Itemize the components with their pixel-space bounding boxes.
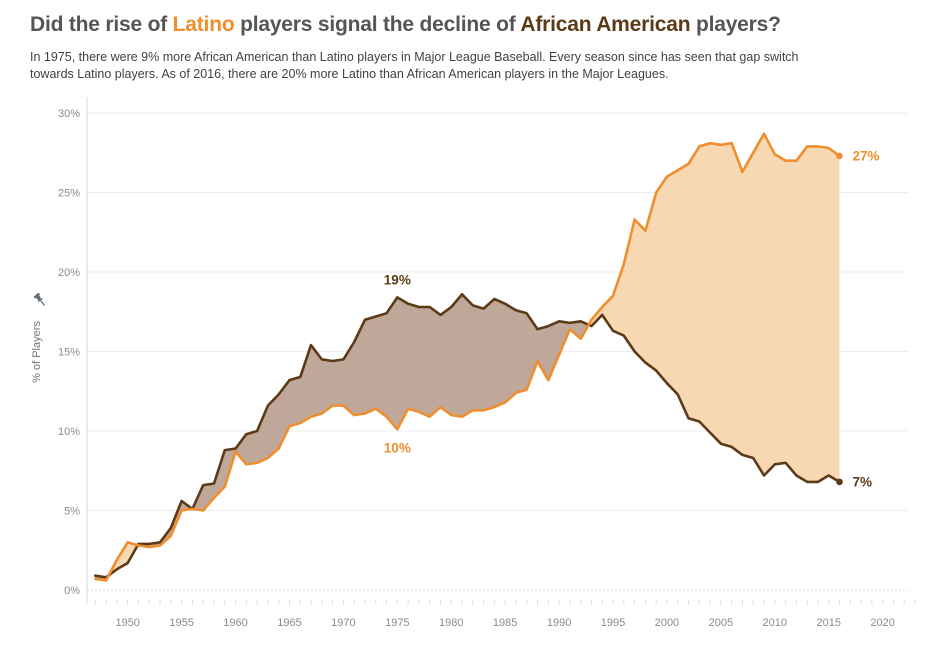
y-tick-label: 10%	[58, 426, 80, 438]
x-tick-label: 2015	[816, 617, 840, 629]
value-label-19: 19%	[384, 272, 411, 287]
page-title: Did the rise of Latino players signal th…	[30, 13, 910, 37]
y-tick-label: 20%	[58, 267, 80, 279]
x-tick-label: 2000	[655, 617, 679, 629]
title-prefix: Did the rise of	[30, 13, 173, 36]
subtitle-line-2: towards Latino players. As of 2016, ther…	[30, 67, 669, 81]
x-tick-label: 1950	[115, 617, 139, 629]
x-tick-label: 1970	[331, 617, 355, 629]
title-african-american-highlight: African American	[520, 13, 691, 36]
latino-area[interactable]	[588, 133, 840, 482]
value-label-7: 7%	[853, 474, 873, 489]
x-tick-label: 1960	[223, 617, 247, 629]
y-tick-label: 5%	[64, 505, 80, 517]
subtitle-line-1: In 1975, there were 9% more African Amer…	[30, 50, 799, 64]
x-tick-label: 1990	[547, 617, 571, 629]
x-tick-label: 2005	[709, 617, 733, 629]
african-american-line[interactable]	[94, 292, 841, 579]
latino-area[interactable]	[108, 542, 138, 576]
x-tick-label: 1955	[169, 617, 193, 629]
x-tick-label: 1980	[439, 617, 463, 629]
african-american-area[interactable]	[137, 294, 589, 548]
y-tick-label: 0%	[64, 585, 80, 597]
x-tick-label: 1975	[385, 617, 409, 629]
chart-subtitle: In 1975, there were 9% more African Amer…	[30, 49, 910, 83]
title-middle: players signal the decline of	[234, 13, 521, 36]
latino-line[interactable]	[94, 132, 841, 582]
title-suffix: players?	[690, 13, 781, 36]
x-tick-label: 1965	[277, 617, 301, 629]
y-axis-title: % of Players	[31, 321, 43, 383]
x-tick-label: 1995	[601, 617, 625, 629]
title-latino-highlight: Latino	[172, 13, 235, 36]
pin-icon	[33, 293, 45, 306]
y-tick-label: 15%	[58, 346, 80, 358]
value-label-27: 27%	[853, 148, 880, 163]
latino-end-dot	[836, 152, 843, 160]
value-label-10: 10%	[384, 440, 411, 455]
x-tick-label: 1985	[493, 617, 517, 629]
african-american-end-dot	[836, 478, 843, 486]
x-tick-label: 2010	[763, 617, 787, 629]
y-tick-label: 30%	[58, 108, 80, 120]
x-tick-label: 2020	[870, 617, 894, 629]
y-tick-label: 25%	[58, 187, 80, 199]
